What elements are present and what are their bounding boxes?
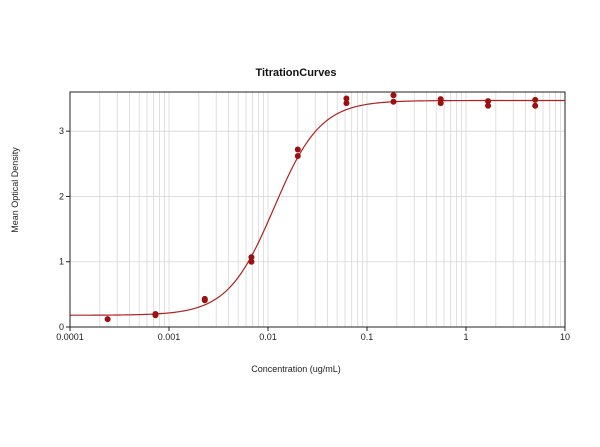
x-tick-label: 10: [560, 332, 570, 342]
plot-area-frame: [69, 91, 566, 328]
data-point: [152, 312, 159, 319]
data-point: [485, 102, 492, 109]
data-point: [248, 258, 255, 265]
x-axis-label: Concentration (ug/mL): [251, 364, 341, 374]
grid-lines: [70, 92, 565, 327]
x-tick-label: 0.1: [361, 332, 374, 342]
data-point: [532, 102, 539, 109]
y-axis-label: Mean Optical Density: [10, 147, 20, 233]
axis-ticks: 0.0001 0.001 0.01 0.1 1 10 0 1 2 3: [56, 126, 570, 342]
y-tick-label: 1: [59, 257, 64, 267]
x-tick-label: 0.001: [158, 332, 181, 342]
data-point: [343, 95, 350, 102]
data-point: [532, 96, 539, 103]
data-point: [294, 146, 301, 153]
chart-title: TitrationCurves: [255, 67, 336, 79]
data-point: [343, 100, 350, 107]
y-tick-label: 0: [59, 322, 64, 332]
data-points: [104, 92, 539, 323]
x-tick-label: 1: [463, 332, 468, 342]
data-point: [104, 316, 111, 323]
y-tick-label: 2: [59, 191, 64, 201]
data-point: [390, 98, 397, 105]
data-point: [294, 152, 301, 159]
data-point: [390, 92, 397, 99]
fit-curve-line: [69, 99, 565, 316]
data-point: [201, 297, 208, 304]
data-point: [485, 98, 492, 105]
x-tick-label: 0.0001: [56, 332, 84, 342]
data-point: [437, 100, 444, 107]
data-point: [248, 254, 255, 261]
y-tick-label: 3: [59, 126, 64, 136]
x-tick-label: 0.01: [259, 332, 277, 342]
